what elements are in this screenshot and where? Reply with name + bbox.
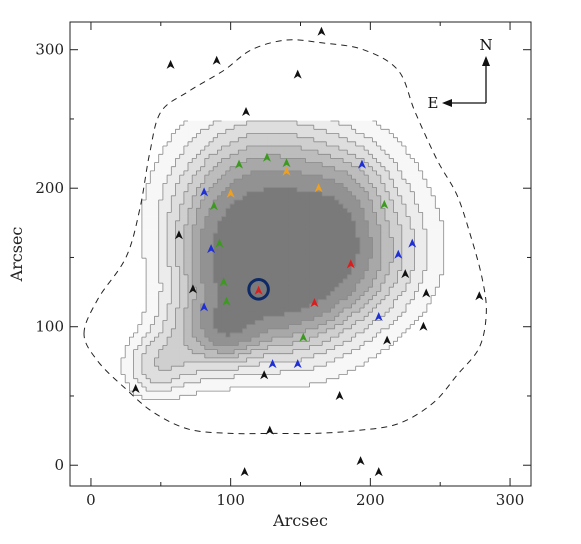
blue-marker <box>394 249 403 259</box>
y-tick-label: 300 <box>35 41 64 59</box>
black-marker <box>188 284 197 294</box>
highlight-circle <box>247 278 270 301</box>
dashed-boundary <box>83 39 487 435</box>
green-marker <box>235 159 244 169</box>
black-marker <box>475 291 484 301</box>
y-axis-ticks: 0 100 200 300 <box>35 41 531 474</box>
x-tick-label: 100 <box>216 491 245 509</box>
x-tick-label: 300 <box>496 491 525 509</box>
black-marker <box>260 370 269 380</box>
blue-marker <box>408 238 417 248</box>
green-marker <box>262 152 271 162</box>
y-tick-label: 200 <box>35 179 64 197</box>
contour-line-5 <box>183 145 394 359</box>
black-marker <box>131 384 140 394</box>
black-marker <box>335 390 344 400</box>
contour-line-3 <box>141 120 415 384</box>
black-marker <box>293 69 302 79</box>
black-marker <box>401 269 410 279</box>
x-axis-label: Arcsec <box>272 511 328 530</box>
green-marker <box>282 158 291 168</box>
blue-marker <box>200 187 209 197</box>
blue-marker <box>293 359 302 369</box>
contour-line-6 <box>191 153 382 355</box>
east-arrowhead <box>442 99 452 107</box>
green-marker <box>380 199 389 209</box>
east-label: E <box>428 94 439 112</box>
green-marker <box>209 201 218 211</box>
blue-marker <box>357 159 366 169</box>
contour-line-1 <box>120 120 445 400</box>
contour-line-2 <box>133 120 428 392</box>
green-marker <box>222 296 231 306</box>
blue-marker <box>200 302 209 312</box>
north-label: N <box>479 36 492 54</box>
black-marker <box>242 107 251 117</box>
red-marker <box>310 298 319 308</box>
x-axis-ticks: 0 100 200 300 <box>86 22 524 509</box>
green-marker <box>219 277 228 287</box>
blue-marker <box>374 312 383 322</box>
black-marker <box>240 467 249 477</box>
green-marker <box>215 238 224 248</box>
contour-line-8 <box>212 187 361 338</box>
orange-marker <box>226 188 235 198</box>
black-marker <box>422 288 431 298</box>
red-marker <box>254 285 263 295</box>
x-tick-label: 200 <box>356 491 385 509</box>
blue-marker <box>268 359 277 369</box>
y-tick-label: 100 <box>35 318 64 336</box>
blue-marker <box>207 244 216 254</box>
x-tick-label: 0 <box>86 491 96 509</box>
black-marker <box>374 467 383 477</box>
green-marker <box>299 332 308 342</box>
black-marker <box>419 321 428 331</box>
black-marker <box>265 425 274 435</box>
black-marker <box>356 456 365 466</box>
contour-line-4 <box>154 133 403 371</box>
compass: N E <box>428 36 493 112</box>
y-axis-label: Arcsec <box>7 227 26 283</box>
y-tick-label: 0 <box>54 456 64 474</box>
black-marker <box>174 230 183 240</box>
black-marker <box>166 59 175 69</box>
orange-marker <box>314 183 323 193</box>
black-marker <box>317 26 326 36</box>
red-marker <box>346 259 355 269</box>
black-marker <box>383 335 392 345</box>
marker-layer <box>131 26 484 477</box>
contour-map <box>120 120 445 400</box>
black-marker <box>212 55 221 65</box>
orange-marker <box>282 166 291 176</box>
north-arrowhead <box>482 56 490 66</box>
